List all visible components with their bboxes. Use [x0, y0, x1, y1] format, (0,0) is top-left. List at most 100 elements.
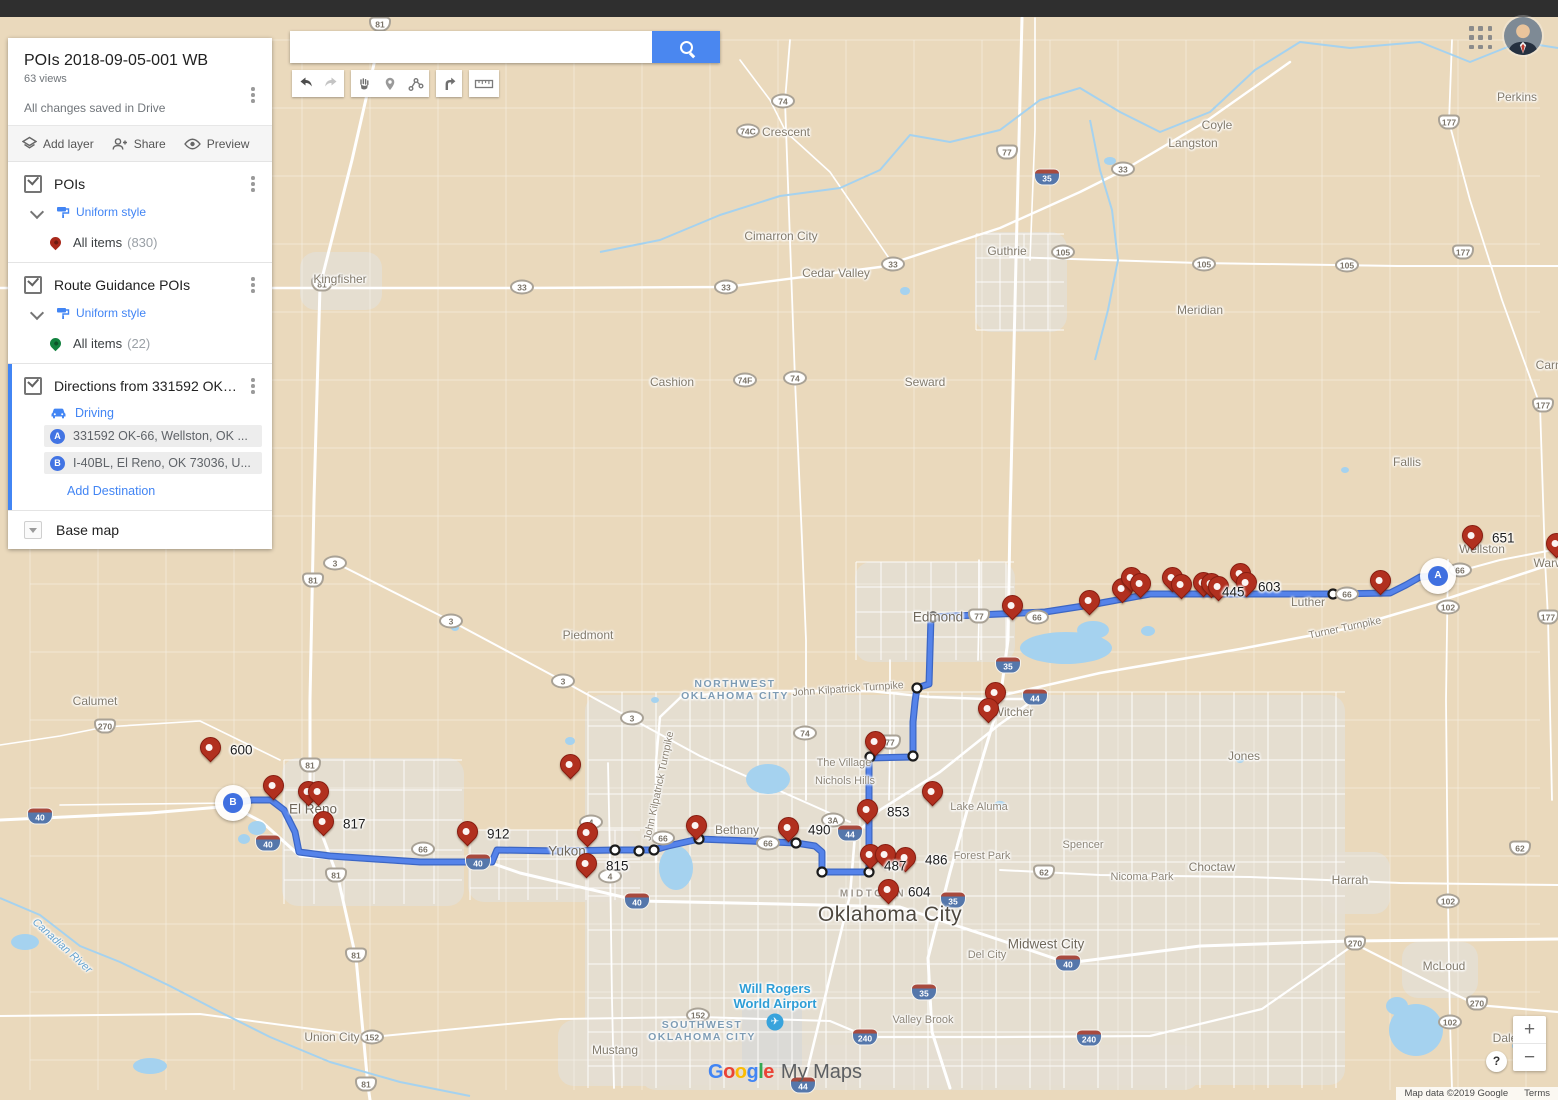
- all-items-label: All items: [73, 234, 123, 250]
- ruler-icon: [474, 79, 494, 88]
- highway-shield-152: 152: [360, 1029, 384, 1045]
- map-label: Langston: [1168, 136, 1218, 150]
- eye-icon: [183, 138, 201, 149]
- travel-mode-row[interactable]: Driving: [50, 406, 272, 420]
- map-label: Union City: [304, 1030, 360, 1044]
- layer-route-guidance-all-items[interactable]: All items (22): [47, 333, 272, 353]
- basemap-expand-button[interactable]: [24, 521, 42, 539]
- highway-shield-81: 81: [345, 947, 367, 963]
- highway-shield-240: 240: [1076, 1029, 1102, 1047]
- highway-shield-177: 177: [1438, 114, 1460, 130]
- map-label: Perkins: [1496, 90, 1538, 104]
- layer-route-guidance-title[interactable]: Route Guidance POIs: [54, 277, 191, 293]
- route-waypoint[interactable]: [911, 682, 923, 694]
- lake: [994, 801, 1006, 809]
- route-waypoint[interactable]: [816, 866, 828, 878]
- map-label: Carney: [1535, 358, 1558, 372]
- layer-route-guidance-checkbox[interactable]: [24, 276, 42, 294]
- layer-pois-title[interactable]: POIs: [54, 176, 86, 192]
- map-label: Nicoma Park: [1110, 871, 1174, 883]
- terms-link[interactable]: Terms: [1524, 1088, 1550, 1099]
- layer-directions-menu-button[interactable]: [244, 377, 262, 395]
- layer-pois-style-row[interactable]: Uniform style: [26, 202, 272, 222]
- account-avatar[interactable]: [1504, 17, 1542, 55]
- lake: [1389, 1004, 1443, 1056]
- layer-route-guidance-menu-button[interactable]: [244, 276, 262, 294]
- redo-button[interactable]: [318, 70, 344, 97]
- lake: [659, 846, 693, 890]
- add-directions-button[interactable]: [436, 70, 462, 97]
- poi-pin-label: 651: [1492, 530, 1515, 546]
- map-label: NORTHWEST OKLAHOMA CITY: [681, 678, 789, 702]
- map-label: Nichols Hills: [815, 775, 875, 787]
- google-logo-letter: l: [758, 1061, 764, 1083]
- highway-shield-81: 81: [355, 1076, 377, 1092]
- google-logo-letter: g: [746, 1061, 759, 1083]
- redo-icon: [324, 77, 336, 87]
- search-button[interactable]: [652, 31, 720, 63]
- undo-icon: [300, 77, 312, 87]
- map-attribution: Map data ©2019 Google Terms: [1396, 1087, 1558, 1100]
- preview-button[interactable]: Preview: [183, 137, 249, 151]
- add-layer-button[interactable]: Add layer: [22, 136, 94, 151]
- stop-a-address: 331592 OK-66, Wellston, OK ...: [73, 429, 248, 443]
- share-label: Share: [133, 136, 166, 151]
- route-waypoint[interactable]: [790, 837, 802, 849]
- map-label: Will Rogers World Airport: [733, 981, 817, 1011]
- measure-button[interactable]: [469, 70, 499, 97]
- highway-shield-40: 40: [255, 834, 281, 852]
- highway-shield-74: 74: [793, 725, 817, 741]
- zoom-out-button[interactable]: −: [1523, 1047, 1536, 1068]
- road: [1009, 256, 1558, 267]
- route-waypoint[interactable]: [907, 750, 919, 762]
- lake: [1386, 997, 1408, 1015]
- layer-pois-checkbox[interactable]: [24, 175, 42, 193]
- help-button[interactable]: ?: [1486, 1051, 1507, 1072]
- route-waypoint[interactable]: [927, 611, 939, 623]
- add-marker-button[interactable]: [377, 70, 403, 97]
- undo-button[interactable]: [292, 70, 318, 97]
- map-label: Calumet: [72, 694, 118, 708]
- map-title[interactable]: POIs 2018-09-05-001 WB: [24, 52, 209, 69]
- layer-pois-menu-button[interactable]: [244, 175, 262, 193]
- route-waypoint[interactable]: [609, 844, 621, 856]
- route-stop-b[interactable]: B I-40BL, El Reno, OK 73036, U...: [44, 452, 262, 474]
- basemap-label[interactable]: Base map: [56, 522, 120, 538]
- all-items-label: All items: [73, 335, 123, 351]
- layer-pois-all-items[interactable]: All items (830): [47, 232, 272, 252]
- map-options-menu-button[interactable]: [244, 86, 262, 104]
- route-waypoint[interactable]: [648, 844, 660, 856]
- route-endpoint-b[interactable]: B: [215, 785, 251, 821]
- lake: [133, 1058, 167, 1074]
- route-waypoint[interactable]: [633, 845, 645, 857]
- map-label: Yukon: [548, 843, 586, 859]
- draw-line-button[interactable]: [403, 70, 429, 97]
- views-count: 63 views: [24, 73, 67, 85]
- map-label: Midwest City: [1007, 936, 1085, 952]
- google-apps-grid-icon[interactable]: [1468, 25, 1494, 51]
- lake: [746, 764, 790, 794]
- layer-directions-title[interactable]: Directions from 331592 OK-66, W...: [54, 378, 239, 394]
- route-stop-a[interactable]: A 331592 OK-66, Wellston, OK ...: [44, 425, 262, 447]
- layer-route-guidance-style-row[interactable]: Uniform style: [26, 303, 272, 323]
- map-label: Cedar Valley: [802, 266, 870, 280]
- route-endpoint-a[interactable]: A: [1420, 558, 1456, 594]
- pan-tool-button[interactable]: [351, 70, 377, 97]
- highway-shield-105: 105: [1192, 256, 1216, 272]
- layer-directions-checkbox[interactable]: [24, 377, 42, 395]
- google-logo-letter: o: [734, 1061, 747, 1083]
- search-input[interactable]: [290, 31, 652, 63]
- endpoint-b-badge: B: [223, 793, 243, 813]
- highway-shield-74: 74: [783, 370, 807, 386]
- map-label: Luther: [1290, 595, 1326, 609]
- panel-header: POIs 2018-09-05-001 WB 63 views All chan…: [8, 38, 272, 125]
- share-button[interactable]: Share: [112, 137, 166, 151]
- route-waypoint[interactable]: [864, 751, 876, 763]
- zoom-in-button[interactable]: +: [1513, 1016, 1546, 1044]
- highway-shield-44: 44: [837, 824, 863, 842]
- google-logo-letter: G: [708, 1061, 724, 1083]
- green-pin-icon: [47, 335, 64, 351]
- add-destination-link[interactable]: Add Destination: [67, 484, 156, 498]
- layer-route-guidance-style-label: Uniform style: [76, 306, 147, 320]
